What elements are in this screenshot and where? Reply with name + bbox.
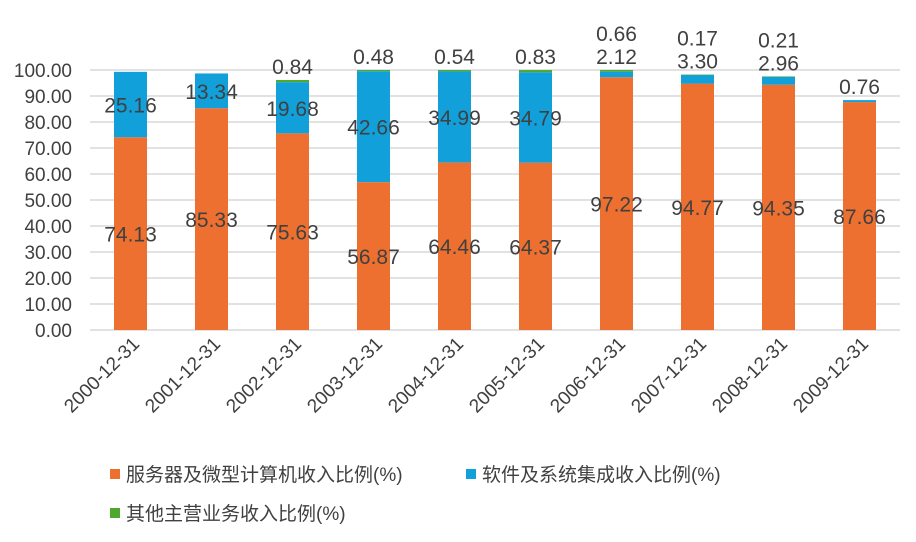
bar-segment: [762, 84, 795, 330]
bar-segment: [600, 70, 633, 72]
legend-swatch: [466, 468, 476, 479]
y-tick-label: 40.00: [24, 217, 72, 238]
x-tick-label: 2007-12-31: [627, 334, 711, 418]
y-tick-label: 30.00: [24, 243, 72, 264]
bar-segment: [762, 76, 795, 77]
x-tick-label: 2005-12-31: [465, 334, 549, 418]
y-tick-label: 60.00: [24, 165, 72, 186]
data-label: 0.84: [272, 56, 313, 79]
bar-segment: [357, 182, 390, 330]
x-tick-label: 2004-12-31: [384, 334, 468, 418]
data-label: 0.48: [353, 46, 394, 69]
bar-segment: [438, 162, 471, 330]
legend-item: 其他主营业务收入比例(%): [110, 499, 346, 526]
bar-segment: [357, 71, 390, 183]
data-label: 94.35: [752, 197, 805, 220]
data-label: 25.16: [104, 95, 157, 118]
data-label: 34.99: [428, 107, 481, 130]
legend-item: 服务器及微型计算机收入比例(%): [110, 460, 403, 487]
legend-label: 软件及系统集成收入比例(%): [482, 465, 721, 486]
bar-segment: [114, 137, 147, 330]
data-label: 85.33: [185, 209, 238, 232]
x-tick-label: 2009-12-31: [789, 334, 873, 418]
data-label: 42.66: [347, 117, 400, 140]
x-tick-label: 2003-12-31: [303, 334, 387, 418]
legend-swatch: [110, 468, 120, 479]
legend-label: 服务器及微型计算机收入比例(%): [126, 465, 403, 486]
x-tick-label: 2006-12-31: [546, 334, 630, 418]
bar-segment: [843, 100, 876, 103]
bar-segment: [438, 71, 471, 163]
bar-segment: [276, 80, 309, 83]
x-tick-label: 2000-12-31: [60, 334, 144, 418]
x-tick-label: 2002-12-31: [222, 334, 306, 418]
data-label: 97.22: [590, 194, 643, 217]
bar-segment: [681, 83, 714, 331]
bar-segment: [519, 70, 552, 73]
y-tick-label: 90.00: [24, 87, 72, 108]
data-label: 13.34: [185, 81, 238, 104]
data-label: 0.54: [434, 46, 475, 69]
bar-segment: [843, 102, 876, 330]
x-tick-label: 2008-12-31: [708, 334, 792, 418]
data-label: 19.68: [266, 98, 319, 121]
bar-segment: [681, 75, 714, 84]
bar-segment: [195, 73, 228, 109]
bar-segment: [438, 70, 471, 72]
data-label: 64.37: [509, 236, 562, 259]
bar-segment: [600, 77, 633, 330]
y-tick-label: 70.00: [24, 139, 72, 160]
data-label: 74.13: [104, 224, 157, 247]
legend-swatch: [110, 507, 120, 518]
data-label: 2.12: [596, 46, 637, 69]
data-label: 0.17: [677, 28, 718, 51]
y-tick-label: 100.00: [14, 61, 72, 82]
bar-segment: [519, 72, 552, 163]
y-tick-label: 50.00: [24, 191, 72, 212]
y-tick-label: 20.00: [24, 269, 72, 290]
bar-segment: [114, 71, 147, 138]
y-tick-label: 80.00: [24, 113, 72, 134]
data-label: 0.21: [758, 29, 799, 52]
legend-item: 软件及系统集成收入比例(%): [466, 460, 721, 487]
bar-segment: [276, 82, 309, 134]
data-label: 64.46: [428, 236, 481, 259]
bar-segment: [276, 133, 309, 330]
y-tick-label: 0.00: [35, 321, 72, 342]
x-tick-label: 2001-12-31: [141, 334, 225, 418]
data-label: 87.66: [833, 206, 886, 229]
bar-segment: [681, 74, 714, 76]
bar-segment: [519, 162, 552, 330]
data-label: 3.30: [677, 51, 718, 74]
bar-segment: [195, 108, 228, 330]
bar-segment: [762, 76, 795, 85]
data-label: 34.79: [509, 107, 562, 130]
bar-segment: [357, 69, 390, 72]
bar-segment: [600, 71, 633, 78]
y-tick-label: 10.00: [24, 295, 72, 316]
data-label: 56.87: [347, 246, 400, 269]
data-label: 0.66: [596, 23, 637, 46]
data-label: 0.76: [839, 76, 880, 99]
data-label: 2.96: [758, 52, 799, 75]
data-label: 75.63: [266, 222, 319, 245]
legend-label: 其他主营业务收入比例(%): [126, 504, 346, 525]
data-label: 0.83: [515, 46, 556, 69]
data-label: 94.77: [671, 197, 724, 220]
